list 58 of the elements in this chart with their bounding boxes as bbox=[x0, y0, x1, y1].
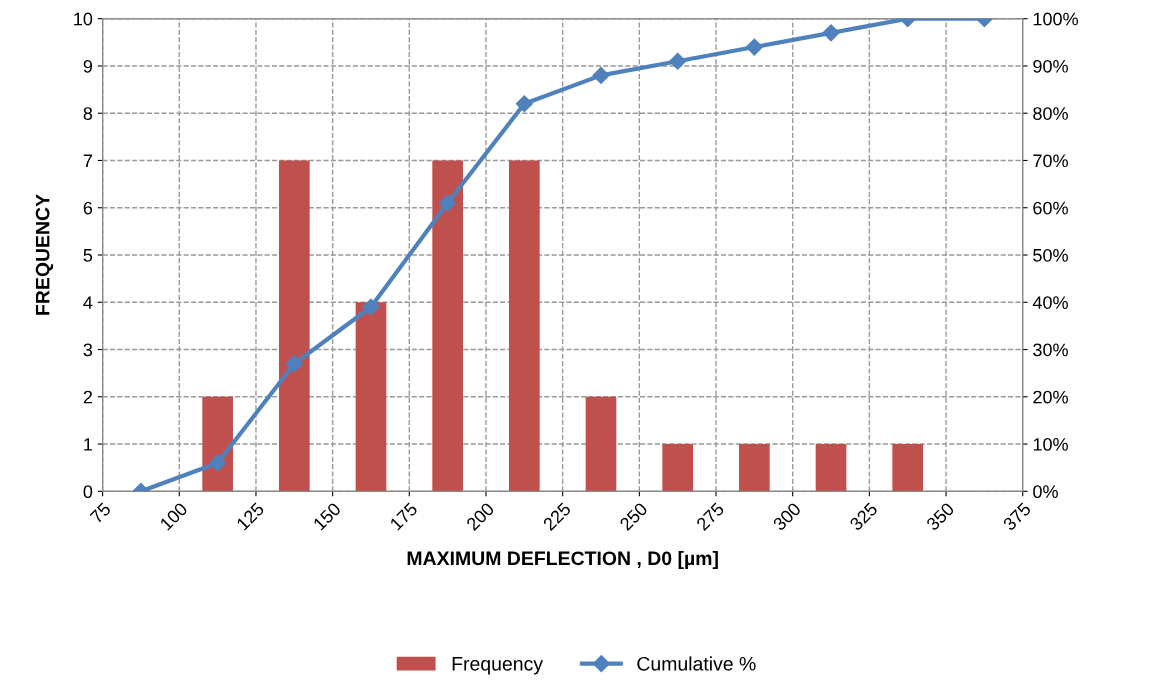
point bbox=[515, 95, 533, 113]
y2-tick-label: 90% bbox=[1033, 59, 1068, 73]
bar bbox=[355, 302, 387, 492]
y2-tick-label: 0% bbox=[1033, 485, 1058, 499]
point bbox=[209, 454, 227, 472]
x-tick-label: 150 bbox=[312, 501, 342, 531]
x-axis-title: MAXIMUM DEFLECTION , D0 [µm] bbox=[407, 550, 718, 570]
legend-label: Cumulative % bbox=[637, 656, 756, 671]
point bbox=[669, 52, 687, 70]
bar bbox=[432, 160, 463, 492]
x-tick-label: 375 bbox=[1002, 501, 1032, 532]
y2-tick-label: 30% bbox=[1033, 343, 1068, 357]
x-tick-label: 125 bbox=[235, 501, 265, 531]
bar bbox=[585, 396, 617, 492]
x-tick-label: 325 bbox=[848, 501, 879, 532]
y-tick-label: 1 bbox=[84, 438, 93, 451]
x-tick-label: 200 bbox=[465, 501, 495, 532]
y-tick-label: 5 bbox=[83, 249, 93, 262]
y2-tick-label: 20% bbox=[1033, 390, 1068, 404]
y2-tick-label: 70% bbox=[1033, 154, 1068, 168]
bar bbox=[892, 444, 924, 492]
y2-tick-label: 40% bbox=[1032, 296, 1068, 309]
bar bbox=[278, 160, 310, 492]
y2-tick-label: 10% bbox=[1033, 437, 1068, 451]
y-axis-title: FREQUENCY bbox=[35, 194, 54, 315]
y2-tick-label: 50% bbox=[1033, 248, 1068, 262]
point bbox=[439, 194, 457, 212]
y-tick-label: 4 bbox=[83, 296, 93, 309]
bar bbox=[508, 160, 540, 492]
y-tick-label: 6 bbox=[83, 201, 93, 215]
bar bbox=[202, 396, 233, 492]
x-tick-label: 250 bbox=[619, 501, 649, 532]
x-tick-label: 75 bbox=[89, 502, 112, 524]
y-tick-label: 10 bbox=[74, 12, 93, 26]
bar bbox=[815, 444, 847, 492]
point bbox=[362, 298, 380, 316]
bar bbox=[739, 444, 770, 492]
x-tick-label: 100 bbox=[159, 501, 189, 531]
point bbox=[745, 38, 763, 56]
y-tick-label: 0 bbox=[83, 485, 93, 499]
point bbox=[822, 24, 840, 42]
y2-tick-label: 80% bbox=[1033, 107, 1068, 120]
y-tick-label: 7 bbox=[83, 154, 92, 168]
y2-tick-label: 60% bbox=[1033, 201, 1068, 215]
y2-tick-label: 100% bbox=[1033, 12, 1078, 26]
y-tick-label: 8 bbox=[83, 107, 93, 120]
x-tick-label: 225 bbox=[542, 501, 572, 532]
legend-label: Frequency bbox=[452, 657, 543, 675]
y-tick-label: 9 bbox=[83, 59, 93, 73]
x-tick-label: 275 bbox=[695, 501, 725, 532]
bar bbox=[662, 444, 694, 492]
x-tick-label: 350 bbox=[925, 501, 955, 532]
point bbox=[285, 355, 303, 373]
point bbox=[592, 66, 610, 84]
x-tick-label: 300 bbox=[772, 501, 802, 532]
x-tick-label: 175 bbox=[389, 502, 419, 531]
y-tick-label: 2 bbox=[83, 390, 92, 404]
y-tick-label: 3 bbox=[83, 343, 93, 357]
